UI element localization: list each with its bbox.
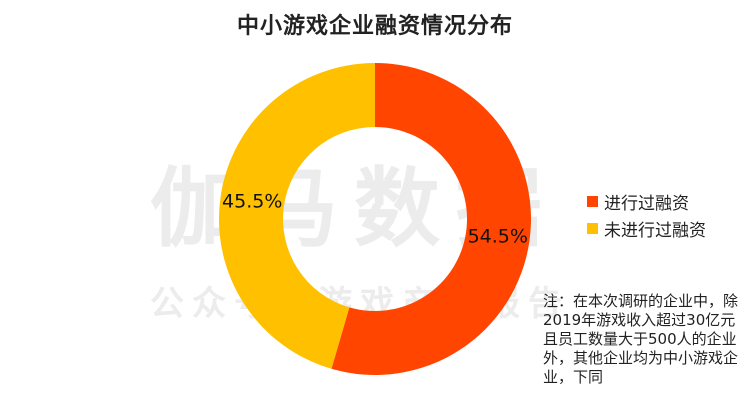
legend-swatch-financed xyxy=(587,196,598,207)
legend-swatch-not-financed xyxy=(587,223,598,234)
legend: 进行过融资 未进行过融资 xyxy=(587,188,706,242)
legend-item-not-financed: 未进行过融资 xyxy=(587,215,706,242)
data-label-financed: 54.5% xyxy=(468,225,528,247)
legend-item-financed: 进行过融资 xyxy=(587,188,706,215)
labels-layer: 54.5% 45.5% xyxy=(222,191,528,248)
legend-label-not-financed: 未进行过融资 xyxy=(604,221,706,241)
chart-title: 中小游戏企业融资情况分布 xyxy=(236,14,513,39)
slices-layer xyxy=(219,63,532,375)
legend-label-financed: 进行过融资 xyxy=(604,194,689,214)
data-label-not-financed: 45.5% xyxy=(222,191,282,213)
slice-not-financed xyxy=(219,63,375,369)
slice-financed xyxy=(331,63,532,375)
footnote: 注：在本次调研的企业中，除2019年游戏收入超过30亿元且员工数量大于500人的… xyxy=(543,292,739,386)
